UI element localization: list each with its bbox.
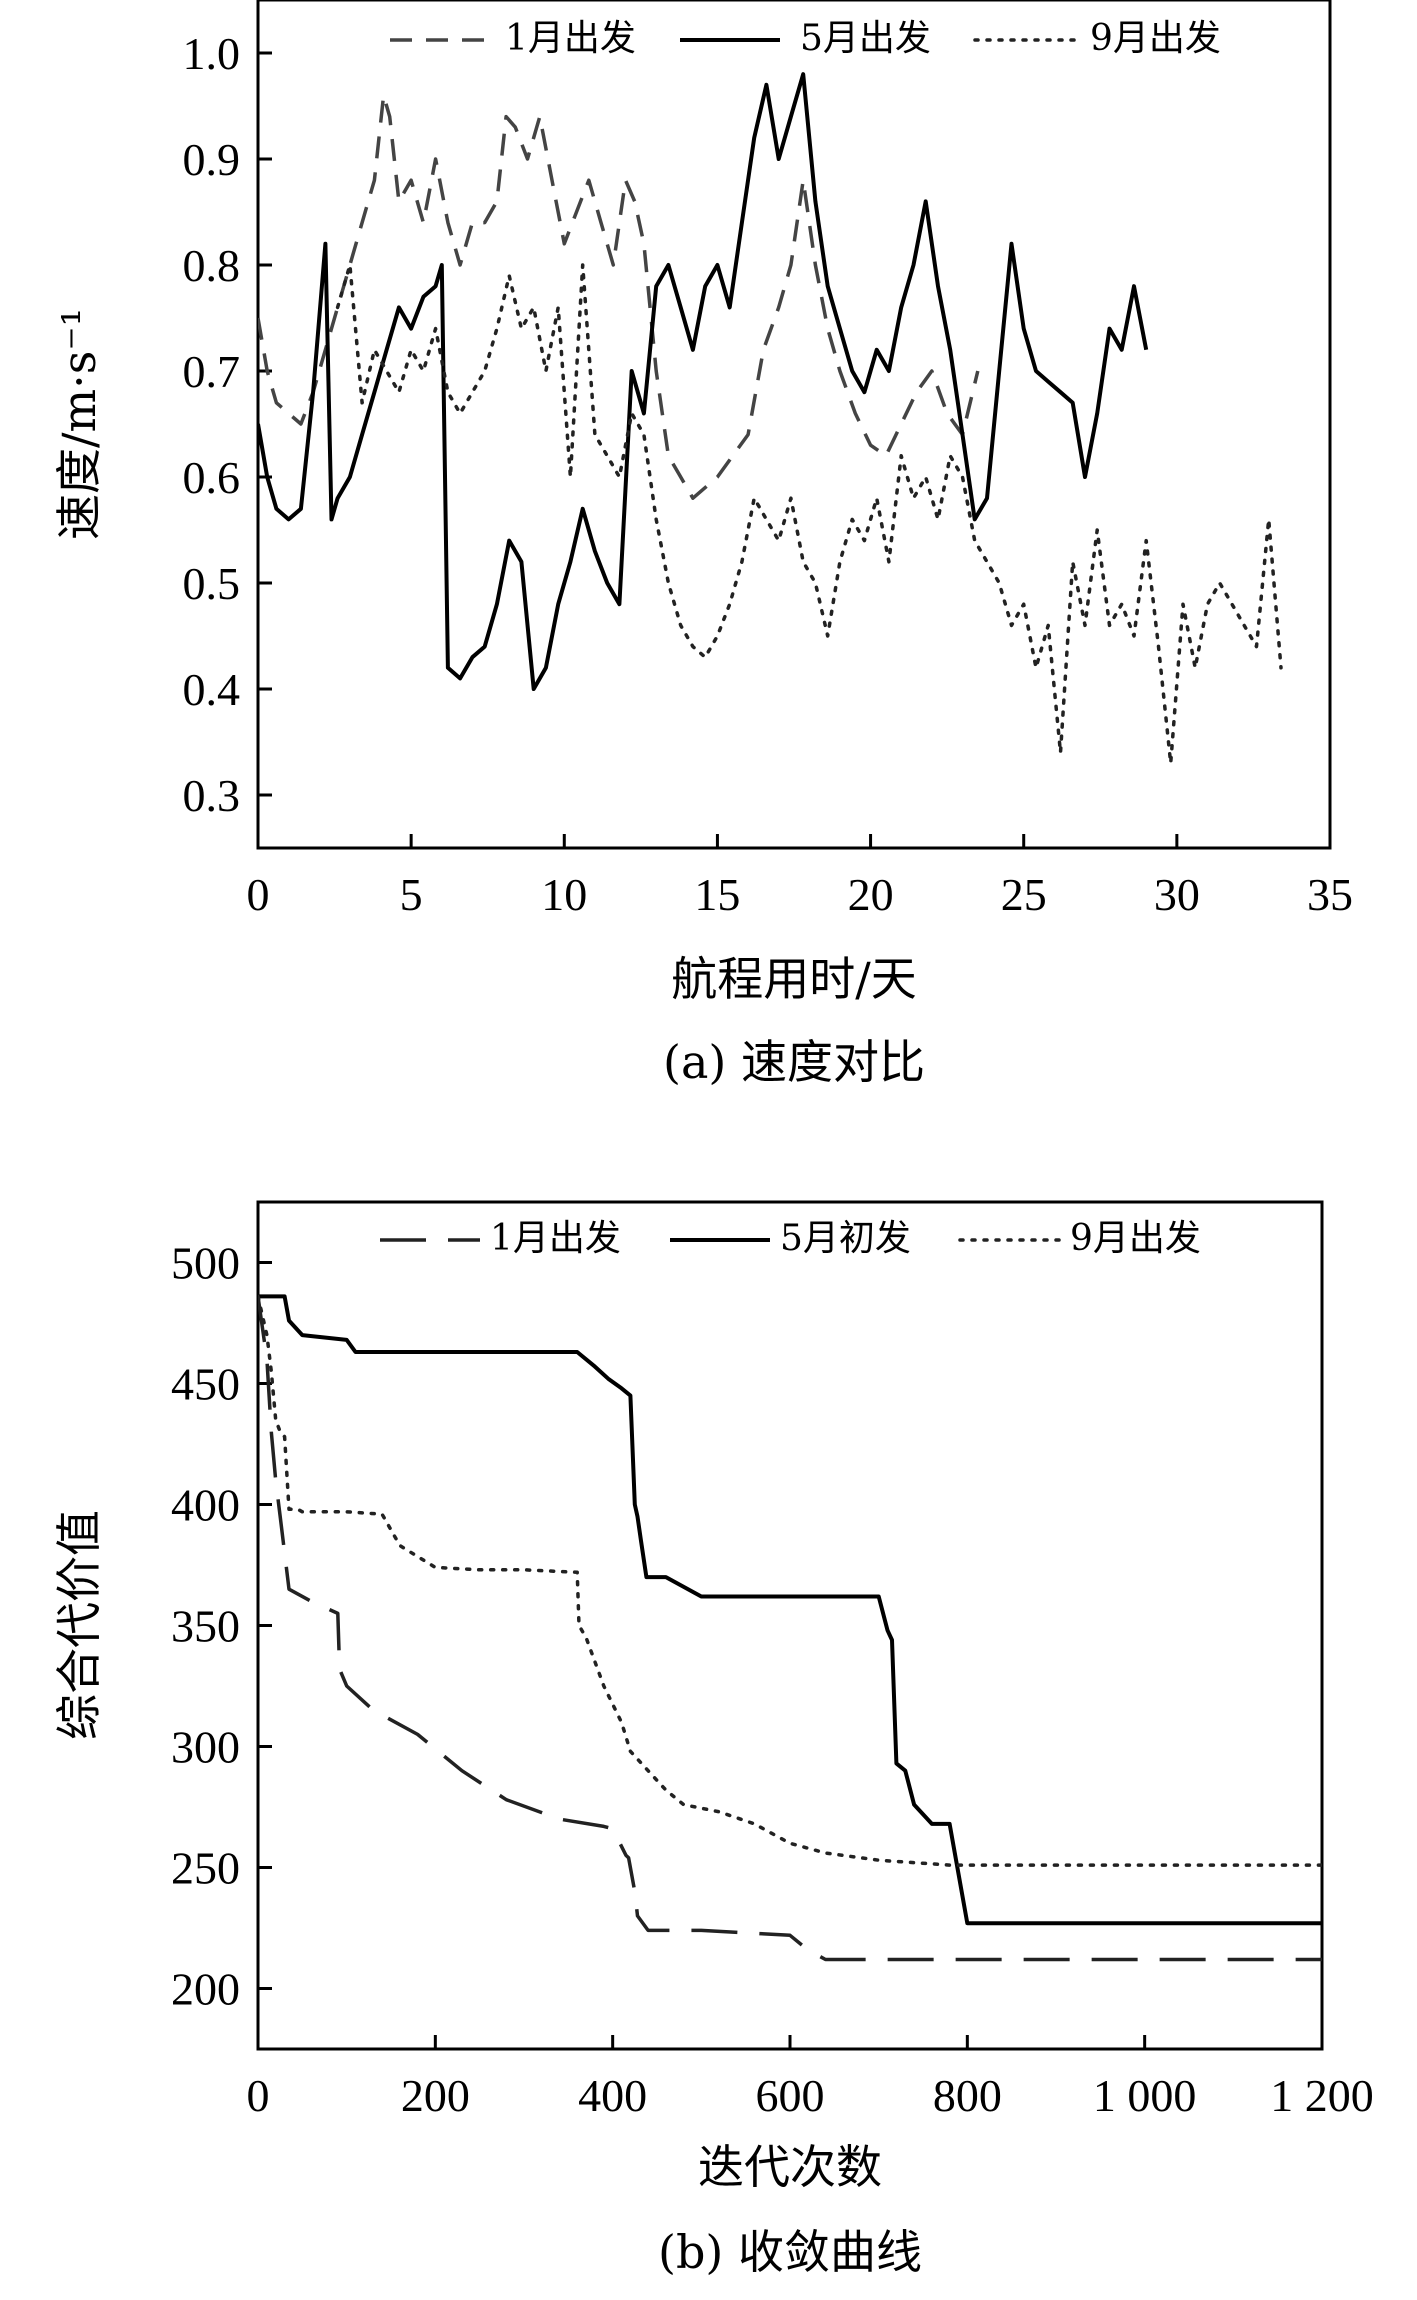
y-tick-label: 500 [171,1238,240,1289]
y-tick-label: 0.6 [183,452,241,503]
series-line-3 [258,1294,1322,1867]
chart-a-series [258,72,1283,765]
chart-b-x-axis-title: 迭代次数 [698,2140,882,2194]
y-tick-label: 0.8 [183,240,241,291]
chart-b-legend: 1月出发 5月初发 9月出发 [380,1218,1201,1259]
x-tick-label: 200 [401,2070,470,2121]
x-tick-label: 600 [756,2070,825,2121]
chart-a: 0 5 10 15 20 25 30 35 0.3 0.4 0.5 0.6 0.7 0.8 0.9 1.0 1… [52,0,1353,1089]
y-tick-label: 0.4 [183,664,241,715]
series-line-3 [335,263,1283,765]
x-tick-label: 800 [933,2070,1002,2121]
x-tick-label: 10 [541,869,587,920]
x-tick-label: 30 [1154,869,1200,920]
legend-label-3: 9月出发 [1070,1218,1201,1259]
y-tick-label: 0.9 [183,134,241,185]
series-line-2 [258,1294,1322,1926]
y-tick-label: 450 [171,1359,240,1410]
chart-a-ticks: 0 5 10 15 20 25 30 35 0.3 0.4 0.5 0.6 0.7 0.8 0.9 1.0 [183,28,1354,920]
y-tick-label: 300 [171,1722,240,1773]
chart-a-plot-frame [256,0,1332,850]
series-line-1 [258,1296,1322,1962]
x-tick-label: 1 000 [1093,2070,1197,2121]
chart-a-legend: 1月出发 5月出发 9月出发 [390,18,1221,59]
series-line-1 [258,93,980,500]
chart-b: 0 200 400 600 800 1 000 1 200 200 250 300 350 400 45… [52,1200,1374,2279]
chart-b-caption: (b) 收敛曲线 [658,2225,922,2279]
chart-a-x-axis-title: 航程用时/天 [671,952,917,1006]
chart-b-series [258,1294,1322,1962]
legend-label-3: 9月出发 [1090,18,1221,59]
y-tick-label: 0.5 [183,558,241,609]
y-tick-label: 250 [171,1843,240,1894]
x-tick-label: 15 [694,869,740,920]
x-tick-label: 5 [400,869,423,920]
x-tick-label: 1 200 [1270,2070,1374,2121]
x-tick-label: 0 [247,2070,270,2121]
x-tick-label: 25 [1001,869,1047,920]
x-tick-label: 400 [578,2070,647,2121]
x-tick-label: 35 [1307,869,1353,920]
legend-label-1: 1月出发 [505,18,636,59]
x-tick-label: 20 [848,869,894,920]
legend-label-2: 5月出发 [800,18,931,59]
legend-label-1: 1月出发 [490,1218,621,1259]
y-tick-label: 1.0 [183,28,241,79]
y-tick-label: 400 [171,1480,240,1531]
series-line-2 [258,72,1149,691]
chart-b-y-axis-title: 综合代价值 [52,1510,106,1740]
y-tick-label: 0.7 [183,346,241,397]
x-tick-label: 0 [247,869,270,920]
legend-label-2: 5月初发 [780,1218,911,1259]
chart-b-ticks: 0 200 400 600 800 1 000 1 200 200 250 300 350 400 45… [171,1238,1374,2122]
chart-a-caption: (a) 速度对比 [663,1035,925,1089]
chart-a-y-axis-title: 速度/m·s⁻¹ [52,308,106,540]
y-tick-label: 0.3 [183,770,241,821]
y-tick-label: 200 [171,1964,240,2015]
y-tick-label: 350 [171,1601,240,1652]
